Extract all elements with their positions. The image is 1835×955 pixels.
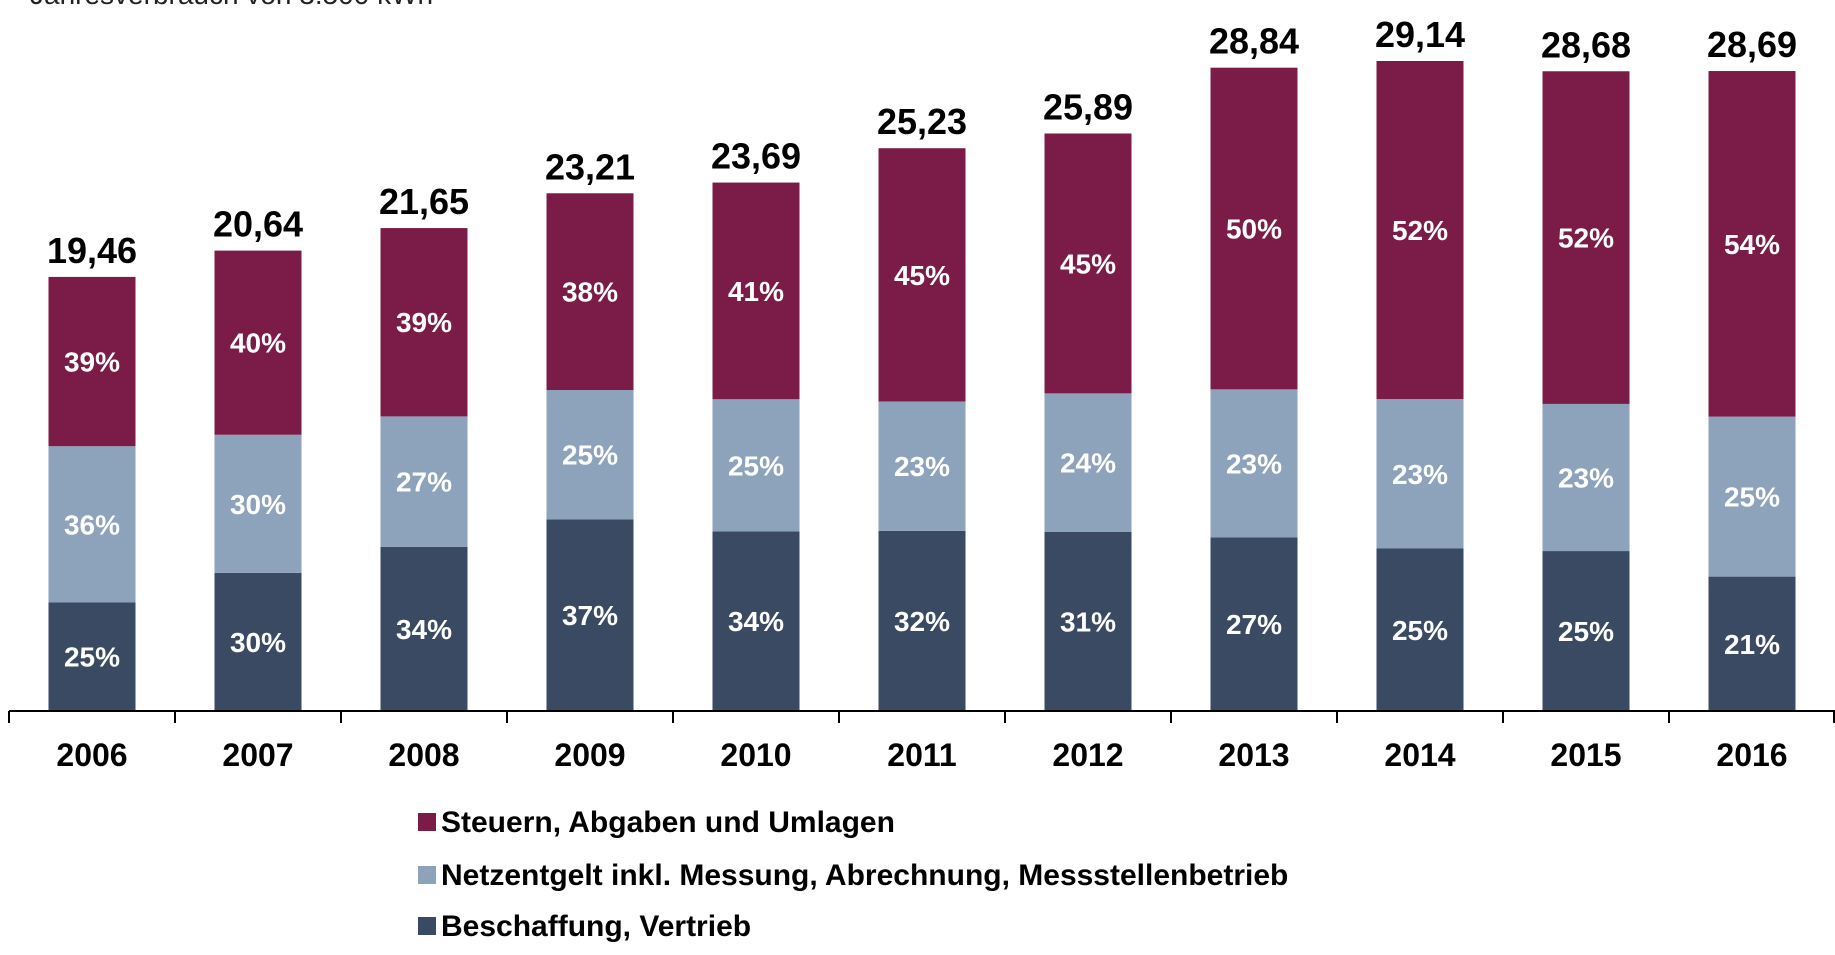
total-label: 25,89 [1043, 86, 1133, 127]
bar-segment [1542, 551, 1630, 711]
bar-segment [1210, 537, 1298, 711]
legend-label: Beschaffung, Vertrieb [441, 910, 751, 943]
total-label: 28,84 [1209, 21, 1299, 62]
bar-segment [214, 572, 302, 711]
legend-label: Netzentgelt inkl. Messung, Abrechnung, M… [441, 859, 1288, 892]
segment-label: 21% [1724, 629, 1780, 660]
segment-label: 54% [1724, 229, 1780, 260]
x-tick-label: 2015 [1550, 737, 1621, 773]
bar-segment [878, 530, 966, 711]
segment-label: 30% [230, 627, 286, 658]
bar-segment [214, 434, 302, 573]
bar-segment [48, 276, 136, 447]
bar-segment [1542, 71, 1630, 404]
total-label: 28,69 [1707, 24, 1797, 65]
segment-label: 27% [396, 467, 452, 498]
x-tick-label: 2014 [1384, 737, 1455, 773]
segment-label: 30% [230, 489, 286, 520]
segment-label: 23% [894, 451, 950, 482]
segment-label: 25% [1558, 616, 1614, 647]
legend-label: Steuern, Abgaben und Umlagen [441, 806, 895, 839]
bar-segment [712, 531, 800, 711]
segment-label: 24% [1060, 448, 1116, 479]
bar-segment [1376, 61, 1464, 399]
bar-segment [546, 193, 634, 391]
bar-segment [1542, 403, 1630, 552]
segment-label: 34% [396, 614, 452, 645]
bar-segment [1044, 133, 1132, 394]
segment-label: 31% [1060, 606, 1116, 637]
x-tick-label: 2010 [720, 737, 791, 773]
bar-segment [1376, 548, 1464, 711]
total-label: 19,46 [47, 230, 137, 271]
bar-segment [1210, 389, 1298, 538]
segment-label: 45% [1060, 248, 1116, 279]
bar-segment [1044, 531, 1132, 711]
bar-segment [1044, 393, 1132, 532]
segment-label: 23% [1558, 462, 1614, 493]
segment-label: 52% [1558, 223, 1614, 254]
x-tick-label: 2007 [222, 737, 293, 773]
segment-label: 50% [1226, 214, 1282, 245]
chart-subtitle: Jahresverbrauch von 3.500 kWh [30, 0, 433, 10]
bar-segment [1210, 67, 1298, 390]
bar-segment [214, 250, 302, 435]
segment-label: 23% [1392, 459, 1448, 490]
total-label: 23,21 [545, 146, 635, 187]
bar-segment [546, 390, 634, 520]
bar-segment [48, 602, 136, 711]
x-tick-label: 2012 [1052, 737, 1123, 773]
bar-segment [1708, 71, 1796, 417]
segment-label: 38% [562, 277, 618, 308]
segment-label: 41% [728, 276, 784, 307]
x-tick-label: 2008 [388, 737, 459, 773]
segment-label: 39% [64, 347, 120, 378]
bar-segment [878, 401, 966, 531]
segment-label: 23% [1226, 448, 1282, 479]
total-label: 21,65 [379, 181, 469, 222]
segment-label: 25% [1392, 615, 1448, 646]
bar-segment [1708, 576, 1796, 711]
segment-label: 40% [230, 328, 286, 359]
total-label: 23,69 [711, 136, 801, 177]
segment-label: 32% [894, 606, 950, 637]
x-tick-label: 2011 [887, 737, 956, 773]
legend-swatch [418, 866, 436, 884]
segment-label: 45% [894, 260, 950, 291]
segment-label: 25% [562, 440, 618, 471]
x-tick-label: 2009 [554, 737, 625, 773]
bar-segment [380, 416, 468, 547]
bar-segment [712, 399, 800, 532]
segment-label: 36% [64, 509, 120, 540]
bar-segment [380, 546, 468, 711]
bar-segment [1376, 399, 1464, 549]
bar-segment [380, 228, 468, 417]
segment-label: 34% [728, 606, 784, 637]
bar-segment [546, 519, 634, 711]
x-tick-label: 2016 [1716, 737, 1787, 773]
segment-label: 27% [1226, 609, 1282, 640]
segment-label: 25% [64, 642, 120, 673]
segment-label: 52% [1392, 215, 1448, 246]
total-label: 29,14 [1375, 14, 1465, 55]
legend-swatch [418, 813, 436, 831]
total-label: 20,64 [213, 204, 303, 245]
bar-segment [712, 182, 800, 400]
x-tick-label: 2013 [1218, 737, 1289, 773]
bar-segment [48, 446, 136, 603]
segment-label: 37% [562, 600, 618, 631]
segment-label: 25% [728, 450, 784, 481]
segment-label: 25% [1724, 482, 1780, 513]
segment-label: 39% [396, 307, 452, 338]
x-tick-label: 2006 [56, 737, 127, 773]
bar-segment [878, 148, 966, 402]
total-label: 25,23 [877, 101, 967, 142]
total-label: 28,68 [1541, 24, 1631, 65]
bar-segment [1708, 416, 1796, 577]
legend-swatch [418, 917, 436, 935]
